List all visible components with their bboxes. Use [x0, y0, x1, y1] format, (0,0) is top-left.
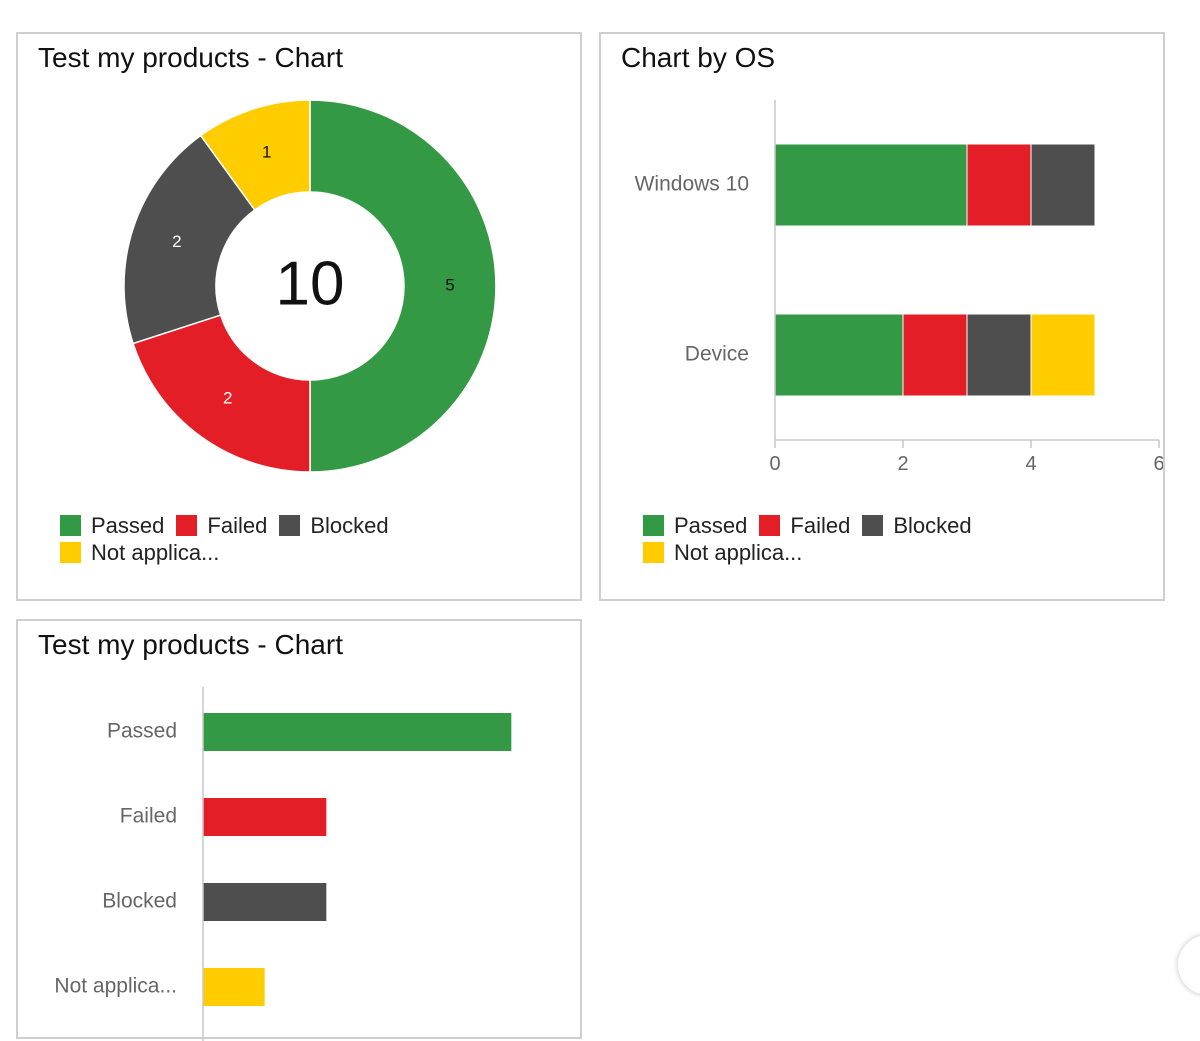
- widget-title: Test my products - Chart: [38, 42, 343, 73]
- widget-title: Test my products - Chart: [38, 629, 343, 660]
- x-tick-label: 6: [1153, 453, 1163, 475]
- legend-item-not-applicable[interactable]: Not applica...: [60, 540, 219, 566]
- bar-passed: [203, 713, 512, 751]
- bar-device-passed: [774, 313, 904, 397]
- status-bar-chart: Passed Failed Blocked Not applica...: [54, 687, 512, 1041]
- legend-label: Passed: [91, 512, 165, 538]
- legend-label: Blocked: [310, 512, 389, 538]
- donut-chart: 5 2 2 1 10: [123, 99, 497, 473]
- os-stacked-bar-chart: Windows 10 Device 0 2 4 6: [635, 100, 1163, 475]
- legend-swatch-passed: [60, 515, 81, 536]
- donut-slice-value-label: 5: [445, 275, 454, 294]
- legend-item-failed[interactable]: Failed: [176, 513, 267, 539]
- x-tick-label: 4: [1025, 453, 1036, 475]
- legend-label: Not applica...: [674, 539, 803, 565]
- bar-device-blocked: [966, 313, 1032, 397]
- legend-item-blocked[interactable]: Blocked: [862, 512, 972, 539]
- legend-swatch-blocked: [862, 515, 884, 536]
- legend-swatch-failed: [759, 515, 781, 536]
- floating-action-button[interactable]: [1178, 935, 1200, 995]
- donut-slice-blocked: [123, 134, 256, 345]
- donut-slice-value-label: 2: [172, 232, 181, 251]
- legend-label: Failed: [207, 512, 268, 538]
- bar-failed: [203, 798, 327, 836]
- bar-device-not-applica: [1030, 313, 1096, 397]
- category-label: Windows 10: [635, 173, 749, 196]
- donut-legend: Passed Failed Blocked Not applica...: [60, 512, 440, 566]
- legend-item-passed[interactable]: Passed: [60, 513, 164, 539]
- donut-slice-not-applica: [199, 99, 311, 211]
- bar-windows-10-passed: [774, 143, 968, 227]
- legend-item-not-applicable[interactable]: Not applica...: [643, 540, 802, 566]
- legend-swatch-not-applicable: [60, 542, 81, 563]
- donut-slice-failed: [132, 314, 311, 473]
- donut-slice-value-label: 1: [262, 142, 271, 161]
- category-label: Passed: [107, 720, 177, 743]
- x-tick-label: 2: [897, 453, 908, 475]
- x-tick-label: 0: [769, 453, 780, 475]
- legend-swatch-failed: [176, 515, 198, 536]
- legend-item-passed[interactable]: Passed: [643, 513, 747, 539]
- bar-blocked: [203, 883, 327, 921]
- category-label: Not applica...: [54, 975, 177, 998]
- legend-swatch-blocked: [279, 515, 301, 536]
- donut-center-total: 10: [276, 249, 345, 318]
- legend-label: Blocked: [893, 512, 972, 538]
- donut-slice-passed: [309, 99, 497, 473]
- legend-item-failed[interactable]: Failed: [759, 513, 850, 539]
- category-label: Device: [685, 343, 749, 366]
- status-chart-widget: Test my products - Chart Passed Failed Blo…: [16, 619, 582, 1041]
- donut-chart-widget: Test my products - Chart 5 2 2 1 10 Passed F…: [16, 32, 582, 601]
- bar-windows-10-blocked: [1030, 143, 1096, 227]
- legend-label: Not applica...: [91, 539, 220, 565]
- legend-item-blocked[interactable]: Blocked: [279, 512, 389, 539]
- os-legend: Passed Failed Blocked Not applica...: [643, 512, 1023, 566]
- legend-label: Failed: [790, 512, 851, 538]
- legend-swatch-passed: [643, 515, 664, 536]
- bar-windows-10-failed: [966, 143, 1032, 227]
- category-label: Blocked: [102, 890, 177, 913]
- legend-label: Passed: [674, 512, 748, 538]
- bar-not-applica: [203, 968, 265, 1006]
- os-chart-widget: Chart by OS Windows 10 Device 0 2 4 6 Passed …: [599, 32, 1165, 601]
- donut-slice-value-label: 2: [223, 389, 232, 408]
- legend-swatch-not-applicable: [643, 542, 664, 563]
- category-label: Failed: [120, 805, 177, 828]
- bar-device-failed: [902, 313, 968, 397]
- widget-title: Chart by OS: [621, 42, 776, 73]
